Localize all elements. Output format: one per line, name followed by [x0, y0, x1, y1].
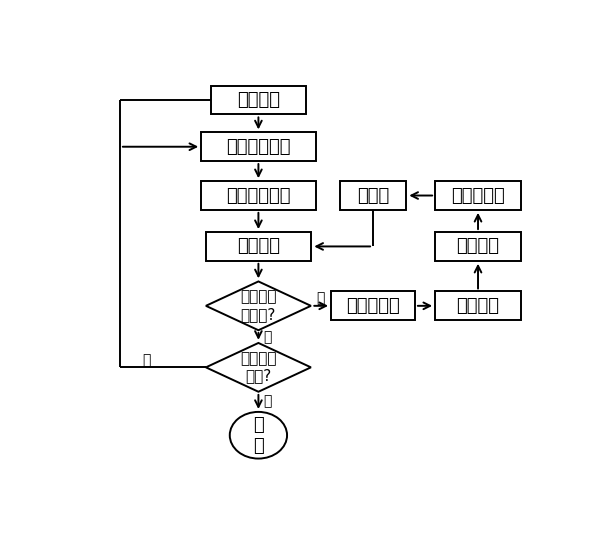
Ellipse shape [230, 412, 287, 458]
Text: 是: 是 [263, 395, 271, 408]
Text: 结
束: 结 束 [253, 416, 264, 455]
Text: 否: 否 [142, 354, 150, 368]
Text: 下一参考帧: 下一参考帧 [346, 297, 400, 315]
Bar [435, 291, 521, 320]
Text: 更新粒子: 更新粒子 [237, 237, 280, 256]
Text: 估计最优点: 估计最优点 [451, 187, 505, 204]
Text: 待编码帧: 待编码帧 [237, 91, 280, 109]
Text: 是: 是 [263, 330, 271, 344]
Text: 否: 否 [316, 291, 325, 306]
Polygon shape [206, 282, 311, 330]
Bar [201, 181, 316, 210]
Text: 第一帧全搜索: 第一帧全搜索 [226, 138, 291, 156]
Text: 权值计算: 权值计算 [456, 237, 500, 256]
Bar [435, 232, 521, 261]
Bar [201, 132, 316, 161]
Bar [211, 85, 306, 115]
Text: 达到最大
参考帧?: 达到最大 参考帧? [240, 290, 277, 322]
Bar [331, 291, 415, 320]
Polygon shape [206, 343, 311, 392]
Text: 搜索粒子: 搜索粒子 [456, 297, 500, 315]
Text: 遍历整帧
图像?: 遍历整帧 图像? [240, 351, 277, 383]
Bar [206, 232, 311, 261]
Bar [435, 181, 521, 210]
Bar [339, 181, 407, 210]
Text: 重采样: 重采样 [357, 187, 389, 204]
Text: 初始化粒子集: 初始化粒子集 [226, 187, 291, 204]
